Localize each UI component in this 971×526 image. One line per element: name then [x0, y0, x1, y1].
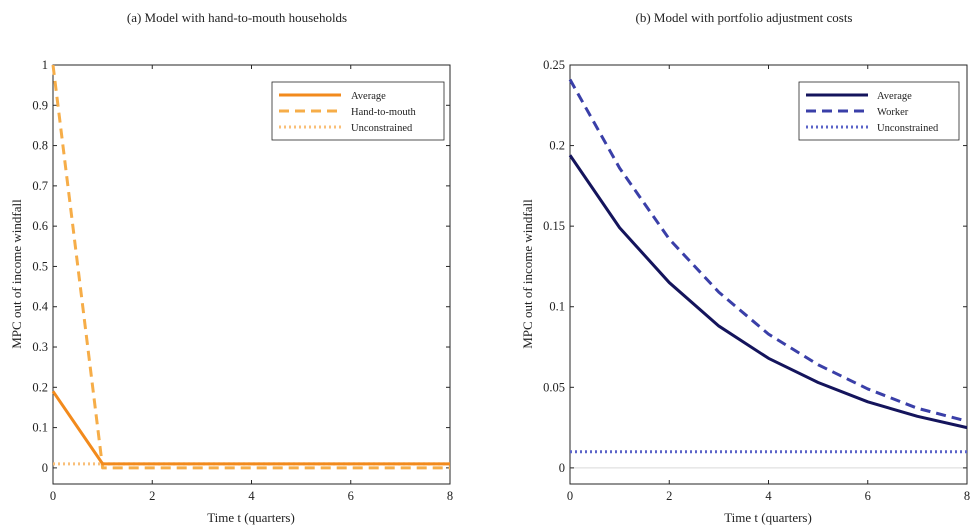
y-tick-label: 0.5 [32, 259, 48, 273]
y-tick-label: 0.9 [32, 98, 48, 112]
panel-a-legend: Average Hand-to-mouth Unconstrained [271, 81, 445, 141]
y-tick-label: 0 [42, 461, 48, 475]
y-tick-label: 0.2 [32, 380, 48, 394]
series-line-worker [568, 78, 968, 423]
y-tick-label: 0.4 [32, 300, 48, 314]
x-tick-label: 4 [248, 489, 255, 503]
series-line-average [51, 390, 450, 466]
x-tick-label: 6 [865, 489, 871, 503]
y-tick-label: 0.1 [32, 421, 48, 435]
x-tick-label: 8 [964, 489, 970, 503]
panel-b-legend-label-average: Average [877, 91, 912, 102]
y-tick-label: 0.1 [549, 300, 565, 314]
y-tick-label: 0.3 [32, 340, 48, 354]
panel-a-y-axis-label: MPC out of income windfall [9, 199, 24, 349]
panel-a-hand-to-mouth: (a) Model with hand-to-mouth households … [9, 10, 453, 525]
x-tick-label: 8 [447, 489, 453, 503]
panel-b-legend-label-unconstrained: Unconstrained [877, 123, 939, 134]
series-line-average [568, 154, 968, 430]
x-tick-label: 6 [348, 489, 354, 503]
y-tick-label: 0.8 [32, 139, 48, 153]
panel-b-legend: Average Worker Unconstrained [798, 81, 960, 141]
panel-b-x-axis-label: Time t (quarters) [724, 510, 812, 525]
x-tick-label: 0 [567, 489, 573, 503]
y-tick-label: 0.25 [543, 58, 565, 72]
panel-a-legend-label-unconstrained: Unconstrained [351, 123, 413, 134]
x-tick-label: 0 [50, 489, 56, 503]
y-tick-label: 0.05 [543, 380, 565, 394]
panel-a-x-axis-label: Time t (quarters) [207, 510, 295, 525]
panel-b-y-axis-label: MPC out of income windfall [520, 199, 535, 349]
y-tick-label: 0.6 [32, 219, 48, 233]
panel-a-series-lines [51, 64, 450, 470]
y-tick-label: 0.7 [32, 179, 48, 193]
y-tick-label: 0.15 [543, 219, 565, 233]
panel-b-series-lines [568, 78, 968, 454]
x-tick-label: 2 [149, 489, 155, 503]
y-tick-label: 0 [559, 461, 565, 475]
panel-b-ticks: 0 2 4 6 8 0 0.05 0.1 0.15 0.2 0.25 [543, 58, 970, 503]
x-tick-label: 4 [765, 489, 772, 503]
y-tick-label: 0.2 [549, 139, 565, 153]
panel-b-portfolio-adjustment: (b) Model with portfolio adjustment cost… [520, 10, 970, 525]
panel-a-legend-label-hand-to-mouth: Hand-to-mouth [351, 107, 416, 118]
panel-a-ticks: 0 2 4 6 8 0 0.1 0.2 0.3 0.4 0.5 0.6 0.7 0.8 0.9 1 [32, 58, 453, 503]
y-tick-label: 1 [42, 58, 48, 72]
panel-b-legend-label-worker: Worker [877, 107, 909, 118]
panel-a-legend-label-average: Average [351, 91, 386, 102]
panel-a-title: (a) Model with hand-to-mouth households [127, 10, 347, 25]
panel-b-title: (b) Model with portfolio adjustment cost… [635, 10, 852, 25]
series-line-hand-to-mouth [51, 64, 450, 470]
x-tick-label: 2 [666, 489, 672, 503]
